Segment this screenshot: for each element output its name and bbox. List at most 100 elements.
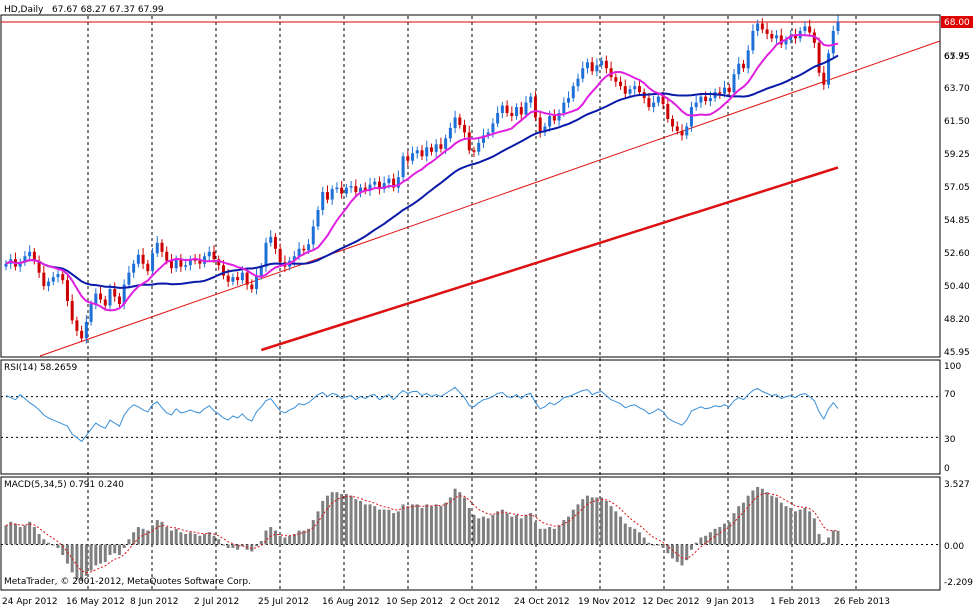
candle-body xyxy=(184,265,188,267)
price-tick-label: 59.25 xyxy=(944,150,970,160)
macd-bar xyxy=(467,507,471,545)
macd-bar xyxy=(704,535,708,545)
macd-bar xyxy=(652,544,656,546)
macd-bar xyxy=(765,492,769,545)
candle-body xyxy=(836,22,840,31)
candle-body xyxy=(245,272,249,285)
price-tick-label: 54.85 xyxy=(944,216,970,226)
candle-body xyxy=(571,86,575,99)
candle-body xyxy=(264,242,268,267)
candle-body xyxy=(505,105,509,114)
candle-body xyxy=(538,117,542,133)
candle-body xyxy=(529,96,533,103)
macd-bar xyxy=(737,506,741,545)
candle-body xyxy=(321,192,325,210)
macd-bar xyxy=(458,492,462,545)
date-tick-label: 2 Oct 2012 xyxy=(450,597,500,607)
price-tick-label: 45.95 xyxy=(944,348,970,358)
macd-bar xyxy=(387,509,391,545)
macd-bar xyxy=(604,500,608,545)
candle-body xyxy=(203,256,207,264)
candle-body xyxy=(349,186,353,188)
candle-body xyxy=(552,116,556,121)
macd-bar xyxy=(316,511,320,545)
candle-body xyxy=(704,96,708,102)
macd-bar xyxy=(434,504,438,545)
macd-bar xyxy=(292,534,296,545)
macd-bar xyxy=(661,544,665,548)
macd-bar xyxy=(718,527,722,545)
candle-body xyxy=(760,23,764,30)
macd-bar xyxy=(65,544,69,564)
candle-body xyxy=(75,320,79,331)
chart-ohlc: 67.67 68.27 67.37 67.99 xyxy=(52,5,164,15)
macd-bar xyxy=(188,532,192,545)
candle-body xyxy=(382,183,386,190)
macd-bar xyxy=(47,542,51,545)
macd-bar xyxy=(581,499,585,545)
macd-bar xyxy=(32,527,36,545)
candle-body xyxy=(61,274,65,281)
candlesticks xyxy=(4,15,840,344)
date-tick-label: 24 Oct 2012 xyxy=(514,597,570,607)
candle-body xyxy=(467,132,471,151)
candle-body xyxy=(406,156,410,161)
macd-bar xyxy=(127,539,131,545)
candle-body xyxy=(188,259,192,266)
candle-body xyxy=(141,254,145,264)
macd-bar xyxy=(37,534,41,545)
candle-body xyxy=(221,265,225,276)
candle-body xyxy=(169,260,173,269)
macd-bar xyxy=(231,544,235,548)
rsi-line xyxy=(5,386,839,443)
rsi-panel[interactable] xyxy=(0,359,941,475)
macd-bar xyxy=(113,544,117,554)
date-tick-label: 19 Nov 2012 xyxy=(578,597,636,607)
macd-bar xyxy=(756,486,760,545)
price-tick-label: 48.20 xyxy=(944,315,970,325)
macd-title: MACD(5,34,5) 0.791 0.240 xyxy=(4,480,124,490)
rsi-level-label: 70 xyxy=(944,390,956,400)
macd-bar xyxy=(307,528,311,545)
candle-body xyxy=(368,184,372,191)
macd-bar xyxy=(812,518,816,545)
price-tick-label: 63.70 xyxy=(944,84,970,94)
candle-body xyxy=(47,281,51,287)
macd-bar xyxy=(382,509,386,545)
candle-body xyxy=(411,153,415,161)
candle-body xyxy=(330,189,334,200)
rsi-title: RSI(14) 58.2659 xyxy=(4,363,77,373)
candle-body xyxy=(193,259,197,261)
macd-bar xyxy=(330,492,334,545)
price-panel[interactable] xyxy=(0,14,941,358)
candle-body xyxy=(132,263,136,273)
candle-body xyxy=(765,29,769,34)
candle-body xyxy=(165,251,169,261)
macd-bar xyxy=(117,544,121,555)
candle-body xyxy=(486,132,490,136)
price-tick-label: 65.95 xyxy=(944,52,970,62)
candle-body xyxy=(741,63,745,69)
candle-body xyxy=(694,102,698,108)
macd-bar xyxy=(184,534,188,545)
macd-bar xyxy=(609,506,613,545)
date-tick-label: 12 Dec 2012 xyxy=(642,597,700,607)
candle-body xyxy=(562,102,566,114)
candle-body xyxy=(84,321,88,339)
macd-bar xyxy=(543,528,547,545)
candle-body xyxy=(307,244,311,251)
macd-bar xyxy=(680,544,684,566)
macd-bar xyxy=(576,504,580,545)
candle-body xyxy=(775,35,779,39)
macd-bar xyxy=(789,507,793,545)
candle-body xyxy=(174,259,178,269)
candle-body xyxy=(822,72,826,85)
macd-bar xyxy=(18,527,22,545)
candle-body xyxy=(463,124,467,133)
macd-bar xyxy=(401,504,405,545)
candle-body xyxy=(311,226,315,245)
macd-bar xyxy=(94,544,98,566)
candle-body xyxy=(354,186,358,193)
candle-body xyxy=(718,92,722,94)
macd-bar xyxy=(259,541,263,545)
